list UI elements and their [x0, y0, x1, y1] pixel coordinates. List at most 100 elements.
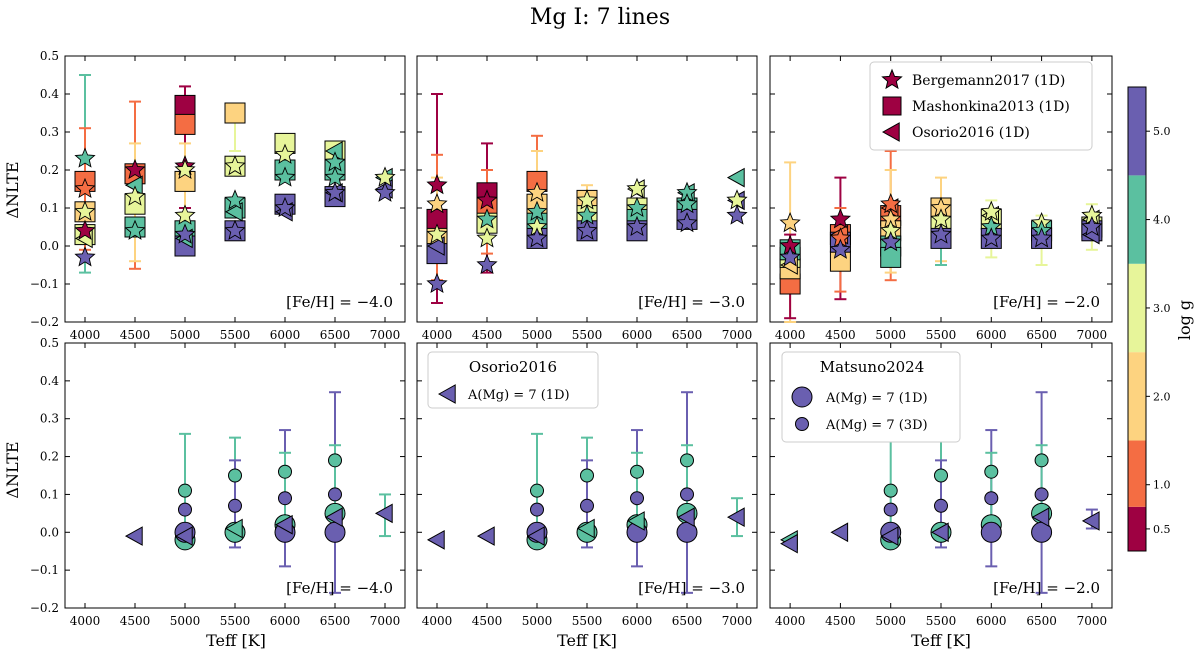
- x-tick-label: 6500: [672, 614, 703, 628]
- square-point: [880, 246, 902, 268]
- x-tick-label: 6000: [976, 614, 1007, 628]
- triangle-point: [324, 507, 343, 527]
- star-point: [526, 227, 548, 248]
- x-tick-label: 7000: [722, 614, 753, 628]
- legend-top-right: Bergemann2017 (1D) Mashonkina2013 (1D) Oso…: [869, 61, 1093, 151]
- legends: Bergemann2017 (1D) Mashonkina2013 (1D) Oso…: [427, 61, 1093, 443]
- legend-triangle-icon: [881, 122, 900, 142]
- star-point: [829, 238, 852, 259]
- y-tick-label: 0.2: [40, 163, 59, 177]
- star-point: [829, 208, 852, 229]
- legend-circle-small-icon: [795, 417, 809, 431]
- triangle-point: [1081, 511, 1100, 531]
- star-point: [626, 196, 648, 218]
- circle-point: [328, 487, 342, 502]
- circle-point: [680, 453, 694, 468]
- x-tick-label: 4000: [422, 328, 453, 342]
- feh-annotation: [Fe/H] = −3.0: [638, 293, 745, 311]
- x-tick-label: 6500: [320, 328, 351, 342]
- star-point: [74, 147, 96, 168]
- y-tick-label: 0.5: [40, 49, 59, 63]
- y-tick-label: −0.1: [30, 277, 59, 291]
- feh-annotation: [Fe/H] = −4.0: [286, 293, 393, 311]
- x-tick-label: 5500: [926, 328, 957, 342]
- colorbar-tick-label: 3.0: [1153, 302, 1171, 315]
- x-tick-label: 6000: [976, 328, 1007, 342]
- legend-label: A(Mg) = 7 (3D): [825, 418, 928, 433]
- colorbar-segment: [1128, 175, 1146, 264]
- circle-point: [530, 502, 544, 517]
- star-point: [779, 212, 801, 233]
- legend-label: Mashonkina2013 (1D): [912, 99, 1070, 115]
- legend-square-icon: [882, 96, 902, 116]
- legend-circle-large-icon: [791, 386, 813, 408]
- triangle-point: [1031, 507, 1050, 527]
- circle-point: [178, 502, 192, 517]
- circle-point: [278, 491, 292, 506]
- xlabel-left: Teff [K]: [206, 631, 266, 650]
- colorbar: 0.5 1.0 2.0 3.0 4.0 5.0 log g: [1127, 86, 1194, 552]
- star-point: [274, 196, 296, 218]
- x-tick-label: 4500: [825, 614, 856, 628]
- star-point: [324, 181, 346, 202]
- star-point: [224, 219, 246, 240]
- star-point: [174, 223, 196, 244]
- y-tick-label: 0.3: [40, 125, 59, 139]
- star-point: [274, 143, 296, 164]
- circle-point: [1034, 453, 1049, 468]
- x-tick-label: 7000: [1077, 328, 1108, 342]
- circle-point: [883, 502, 898, 517]
- colorbar-segment: [1128, 352, 1146, 441]
- star-point: [526, 181, 548, 202]
- x-tick-label: 7000: [370, 328, 401, 342]
- x-tick-label: 4500: [825, 328, 856, 342]
- star-point: [626, 215, 648, 237]
- star-point: [1081, 215, 1103, 237]
- x-tick-label: 5000: [875, 328, 906, 342]
- star-point: [374, 181, 396, 202]
- circle-point: [934, 468, 948, 483]
- plot-frame: [64, 55, 406, 323]
- triangle-point: [124, 526, 143, 546]
- colorbar-tick-label: 1.0: [1153, 479, 1171, 492]
- x-tick-label: 4500: [472, 614, 503, 628]
- legend-title: Matsuno2024: [820, 358, 925, 376]
- circle-point: [980, 521, 1002, 543]
- circle-point: [1034, 487, 1049, 502]
- star-point: [174, 158, 196, 180]
- x-tick-label: 6000: [622, 614, 653, 628]
- x-tick-label: 4500: [120, 328, 151, 342]
- star-point: [576, 219, 598, 240]
- star-point: [124, 158, 146, 180]
- y-tick-label: 0.5: [40, 336, 59, 350]
- x-tick-label: 7000: [722, 328, 753, 342]
- circle-point: [228, 468, 242, 483]
- x-tick-label: 4000: [775, 614, 806, 628]
- star-point: [1030, 227, 1053, 248]
- feh-annotation: [Fe/H] = −3.0: [638, 579, 745, 597]
- x-tick-label: 5000: [522, 328, 553, 342]
- y-tick-label: 0.3: [40, 412, 59, 426]
- colorbar-segment: [1128, 506, 1146, 551]
- x-tick-label: 7000: [370, 614, 401, 628]
- star-point: [174, 204, 196, 225]
- x-tick-label: 4000: [422, 614, 453, 628]
- star-point: [779, 246, 801, 267]
- colorbar-tick-label: 4.0: [1153, 214, 1171, 227]
- star-point: [74, 246, 96, 267]
- colorbar-tick-label: 2.0: [1153, 390, 1171, 403]
- y-tick-label: −0.2: [30, 315, 59, 329]
- legend-frame: [781, 351, 961, 443]
- legend-title: Osorio2016: [469, 358, 557, 376]
- x-tick-label: 4000: [70, 614, 101, 628]
- star-point: [726, 204, 748, 225]
- triangle-point: [676, 507, 695, 527]
- triangle-point: [426, 530, 445, 550]
- y-tick-label: 0.1: [40, 487, 59, 501]
- feh-annotation: [Fe/H] = −2.0: [993, 579, 1100, 597]
- panel-top-feh-3: 4000 4500 5000 5500 6000 6500 7000 [Fe/H] = −3.…: [416, 55, 758, 342]
- x-tick-label: 5000: [522, 614, 553, 628]
- x-tick-label: 5500: [220, 614, 251, 628]
- y-tick-label: −0.2: [30, 601, 59, 615]
- star-point: [626, 177, 648, 199]
